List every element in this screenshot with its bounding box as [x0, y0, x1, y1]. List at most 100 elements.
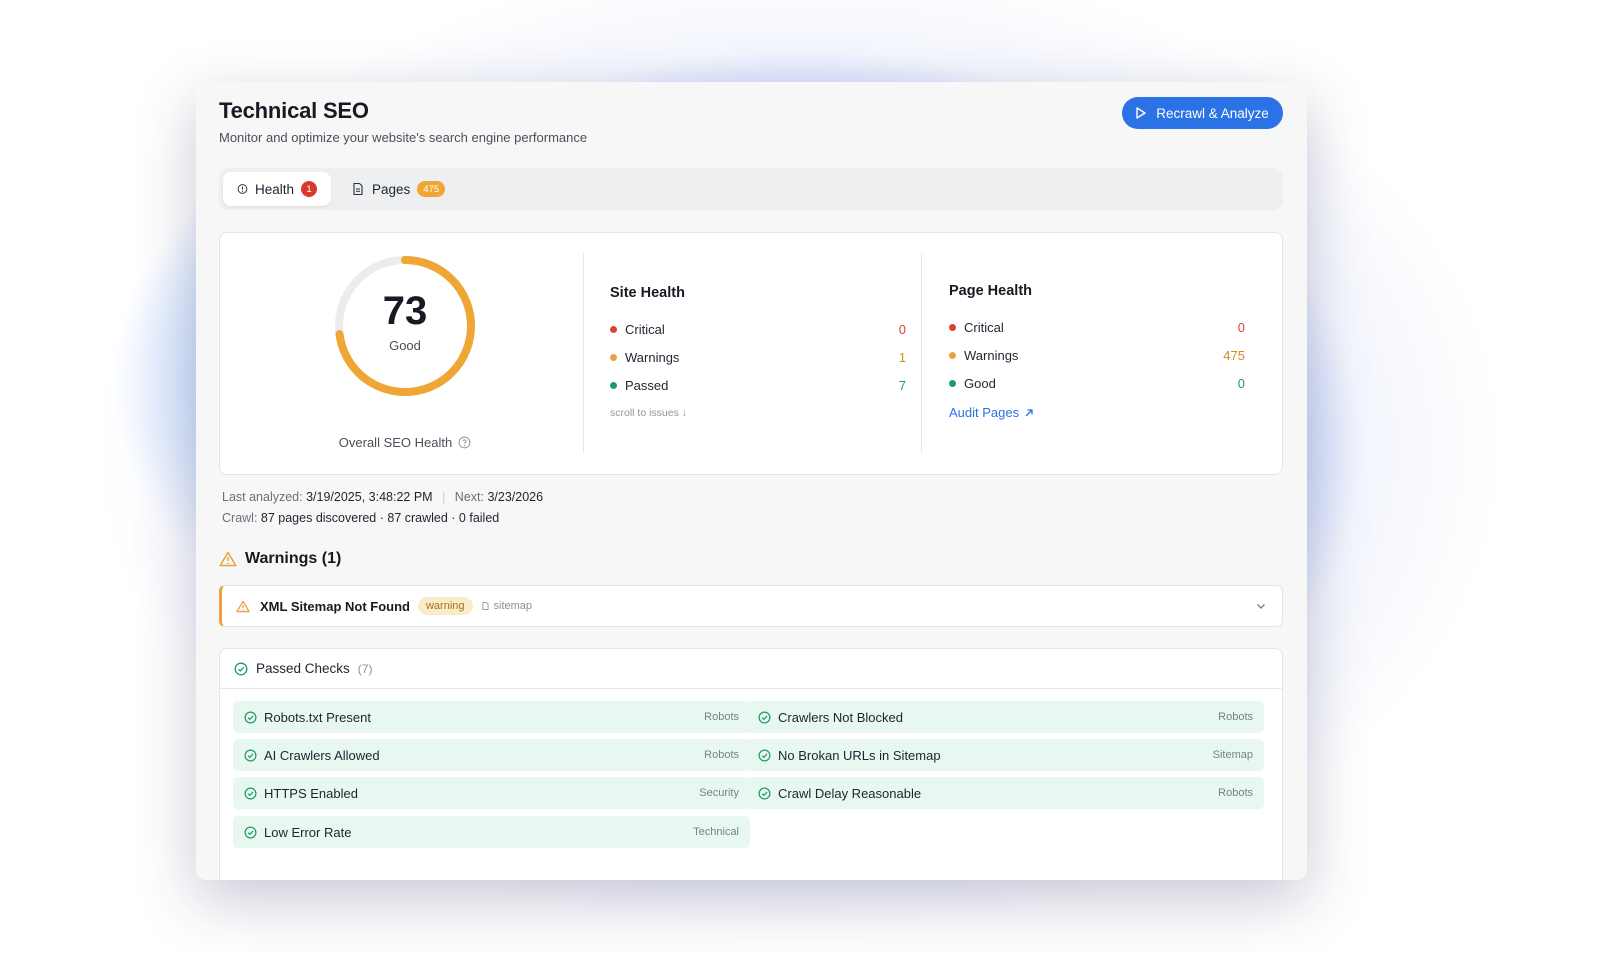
page-health-good-row: Good 0 [949, 369, 1245, 397]
check-category: Robots [1218, 787, 1253, 799]
document-icon [353, 182, 363, 196]
recrawl-analyze-button[interactable]: Recrawl & Analyze [1122, 97, 1283, 129]
passed-check-item: Crawl Delay Reasonable Robots [747, 777, 1264, 809]
divider [921, 253, 922, 453]
score-gauge [335, 256, 475, 396]
critical-dot [949, 323, 956, 331]
alert-circle-icon [237, 184, 248, 194]
passed-check-item: HTTPS Enabled Security [233, 777, 750, 809]
separator: | [442, 490, 446, 504]
category-tag: sitemap [481, 600, 533, 612]
check-label: Crawlers Not Blocked [778, 709, 903, 725]
next-value: 3/23/2026 [487, 490, 544, 504]
audit-pages-link[interactable]: Audit Pages [949, 405, 1245, 420]
row-label: Good [964, 375, 996, 391]
check-circle-icon [758, 749, 771, 761]
passed-check-item: Robots.txt Present Robots [233, 701, 750, 733]
last-analyzed-line: Last analyzed: 3/19/2025, 3:48:22 PM | N… [222, 490, 543, 504]
page-health-warnings-row: Warnings 475 [949, 341, 1245, 369]
check-category: Security [699, 787, 739, 799]
tab-pages-label: Pages [372, 181, 411, 197]
play-icon [1136, 107, 1146, 119]
warnings-heading: Warnings (1) [219, 550, 341, 568]
passed-dot [610, 381, 617, 389]
row-value: 1 [898, 349, 906, 365]
page-subtitle: Monitor and optimize your website's sear… [219, 130, 588, 145]
warning-title: XML Sitemap Not Found [260, 598, 410, 614]
passed-checks-header[interactable]: Passed Checks (7) [220, 649, 1282, 689]
site-health-critical-row: Critical 0 [610, 315, 906, 343]
score-value: 73 [382, 289, 428, 333]
site-health-panel: Site Health Critical 0 Warnings 1 Passed… [610, 285, 906, 419]
chevron-down-icon[interactable] [1254, 599, 1268, 613]
divider [583, 253, 584, 453]
check-label: No Brokan URLs in Sitemap [778, 747, 941, 763]
pages-badge: 475 [417, 181, 446, 197]
check-circle-icon [244, 826, 257, 838]
seo-window: Technical SEO Monitor and optimize your … [196, 82, 1307, 880]
recrawl-label: Recrawl & Analyze [1156, 105, 1269, 121]
crawl-summary-line: Crawl: 87 pages discovered · 87 crawled … [222, 511, 499, 525]
next-label: Next: [454, 490, 484, 504]
passed-check-item: Crawlers Not Blocked Robots [747, 701, 1264, 733]
check-category: Sitemap [1212, 749, 1253, 761]
tab-health[interactable]: Health 1 [223, 172, 331, 206]
row-label: Warnings [964, 347, 1019, 363]
category-text: sitemap [493, 600, 533, 612]
health-summary-card: 73 Good Overall SEO Health Site Health C… [219, 232, 1283, 475]
audit-link-text: Audit Pages [949, 405, 1020, 420]
warning-triangle-icon [236, 600, 250, 612]
passed-checks-title: Passed Checks [256, 661, 350, 676]
row-value: 0 [1237, 375, 1245, 391]
check-label: Low Error Rate [264, 824, 352, 840]
page-title: Technical SEO [219, 98, 369, 123]
warning-dot [949, 351, 956, 359]
check-label: HTTPS Enabled [264, 785, 358, 801]
check-category: Robots [704, 711, 739, 723]
check-circle-icon [758, 787, 771, 799]
arrow-down-icon: ↓ [681, 407, 688, 419]
check-label: AI Crawlers Allowed [264, 747, 380, 763]
score-label: Good [389, 338, 421, 353]
row-label: Critical [625, 321, 665, 337]
page-health-critical-row: Critical 0 [949, 313, 1245, 341]
tab-health-label: Health [254, 181, 294, 197]
warning-dot [610, 353, 617, 361]
check-category: Technical [693, 826, 739, 838]
site-health-passed-row: Passed 7 [610, 371, 906, 399]
row-label: Passed [625, 377, 669, 393]
document-icon [482, 602, 489, 610]
check-label: Crawl Delay Reasonable [778, 785, 922, 801]
row-label: Critical [964, 319, 1004, 335]
passed-check-item: No Brokan URLs in Sitemap Sitemap [747, 739, 1264, 771]
page-health-panel: Page Health Critical 0 Warnings 475 Good… [949, 283, 1245, 420]
crawl-value: 87 pages discovered · 87 crawled · 0 fai… [260, 511, 500, 525]
check-circle-icon [244, 787, 257, 799]
tab-pages[interactable]: Pages 475 [337, 172, 459, 206]
passed-checks-card: Passed Checks (7) Robots.txt Present Robo… [219, 648, 1283, 880]
overall-caption-text: Overall SEO Health [338, 435, 453, 450]
external-arrow-icon [1025, 408, 1033, 416]
row-value: 7 [898, 377, 906, 393]
severity-badge: warning [417, 597, 473, 615]
page-health-title: Page Health [949, 283, 1032, 299]
scroll-link-text: scroll to issues [610, 407, 679, 419]
check-circle-icon [244, 749, 257, 761]
check-circle-icon [244, 711, 257, 723]
check-category: Robots [1218, 711, 1253, 723]
row-value: 0 [898, 321, 906, 337]
site-health-title: Site Health [610, 285, 685, 301]
help-circle-icon[interactable] [458, 436, 471, 449]
check-label: Robots.txt Present [264, 709, 371, 725]
last-analyzed-label: Last analyzed: [222, 490, 303, 504]
warnings-heading-text: Warnings (1) [245, 550, 342, 567]
tab-bar: Health 1 Pages 475 [219, 168, 1283, 210]
good-dot [949, 379, 956, 387]
overall-seo-health-caption: Overall SEO Health [220, 435, 590, 450]
warning-item-xml-sitemap[interactable]: XML Sitemap Not Found warning sitemap [219, 585, 1283, 627]
critical-dot [610, 325, 617, 333]
scroll-to-issues-link[interactable]: scroll to issues ↓ [610, 407, 906, 419]
check-circle-icon [758, 711, 771, 723]
row-value: 0 [1237, 319, 1245, 335]
site-health-warnings-row: Warnings 1 [610, 343, 906, 371]
